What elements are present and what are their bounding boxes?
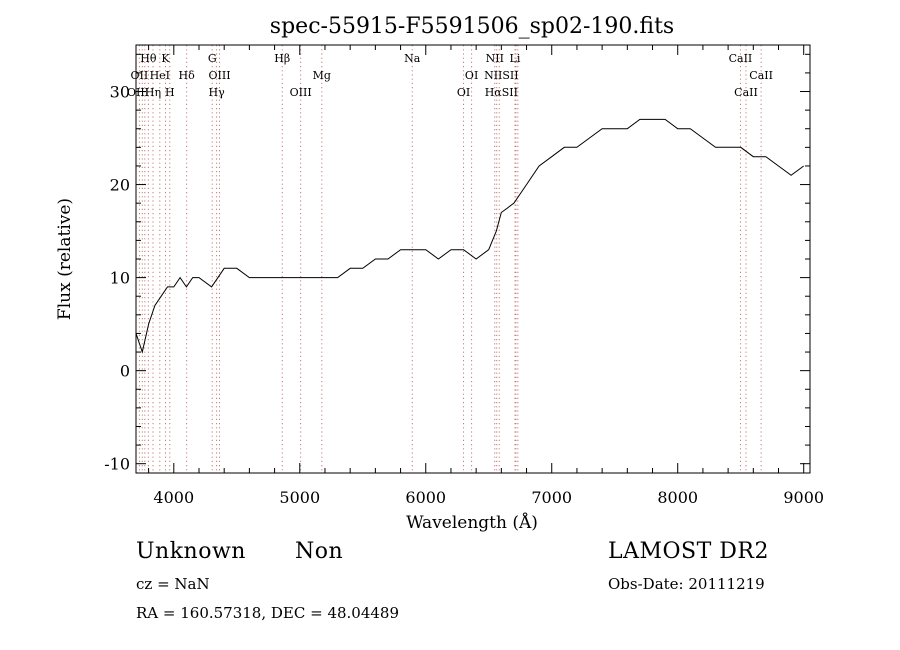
object-class: Unknown <box>136 539 246 564</box>
y-tick-label-3: 20 <box>110 176 130 195</box>
line-label-19: Hγ <box>209 86 226 99</box>
y-axis-label: Flux (relative) <box>55 198 75 320</box>
x-axis-label: Wavelength (Å) <box>406 512 538 533</box>
spectrum-series <box>135 118 804 354</box>
line-markers <box>138 45 762 473</box>
spectrum-line-0 <box>135 118 804 354</box>
x-tick-label-3: 7000 <box>531 488 572 507</box>
x-tick-label-0: 4000 <box>153 488 194 507</box>
line-label-16: OIII <box>127 86 149 99</box>
x-tick-label-5: 9000 <box>783 488 824 507</box>
line-label-6: Li <box>510 52 521 65</box>
x-tick-label-2: 6000 <box>405 488 446 507</box>
line-label-17: Hη <box>145 86 161 99</box>
x-tick-label-1: 5000 <box>279 488 320 507</box>
observation-date: Obs-Date: 20111219 <box>608 575 765 593</box>
line-label-13: OI <box>465 69 478 82</box>
line-label-1: K <box>161 52 170 65</box>
line-label-21: OI <box>457 86 470 99</box>
y-tick-label-4: 30 <box>110 83 130 102</box>
plot-frame <box>135 44 811 474</box>
line-label-0: Hθ <box>140 52 157 65</box>
line-label-2: G <box>208 52 217 65</box>
line-label-18: H <box>165 86 175 99</box>
x-axis: 4000 5000 6000 7000 8000 9000 <box>148 45 824 507</box>
line-label-9: HeI <box>150 69 170 82</box>
x-tick-label-4: 8000 <box>657 488 698 507</box>
line-label-5: NII <box>486 52 504 65</box>
subclass: Non <box>295 539 344 564</box>
chart-title: spec-55915-F5591506_sp02-190.fits <box>270 14 674 39</box>
line-label-22: HαSII <box>485 86 518 99</box>
line-label-12: Mg <box>313 69 331 82</box>
line-label-20: OIII <box>290 86 312 99</box>
line-label-15: CaII <box>749 69 773 82</box>
y-tick-label-1: 0 <box>120 362 130 381</box>
coordinates: RA = 160.57318, DEC = 48.04489 <box>136 604 400 622</box>
y-axis: -10 0 10 20 30 <box>104 53 810 474</box>
survey-name: LAMOST DR2 <box>608 539 769 564</box>
y-tick-label-0: -10 <box>104 455 130 474</box>
line-label-8: OII <box>131 69 149 82</box>
line-label-7: CaII <box>729 52 753 65</box>
line-label-14: NIISII <box>484 69 519 82</box>
redshift-cz: cz = NaN <box>136 575 210 593</box>
y-tick-label-2: 10 <box>110 269 130 288</box>
line-label-11: OIII <box>208 69 230 82</box>
line-label-3: Hβ <box>274 52 290 65</box>
line-label-10: Hδ <box>179 69 196 82</box>
line-label-23: CaII <box>734 86 758 99</box>
line-label-4: Na <box>404 52 421 65</box>
